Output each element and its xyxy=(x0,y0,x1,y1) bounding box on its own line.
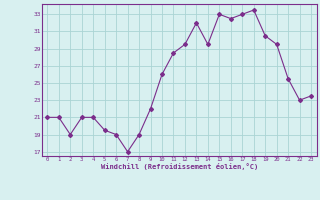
X-axis label: Windchill (Refroidissement éolien,°C): Windchill (Refroidissement éolien,°C) xyxy=(100,163,258,170)
